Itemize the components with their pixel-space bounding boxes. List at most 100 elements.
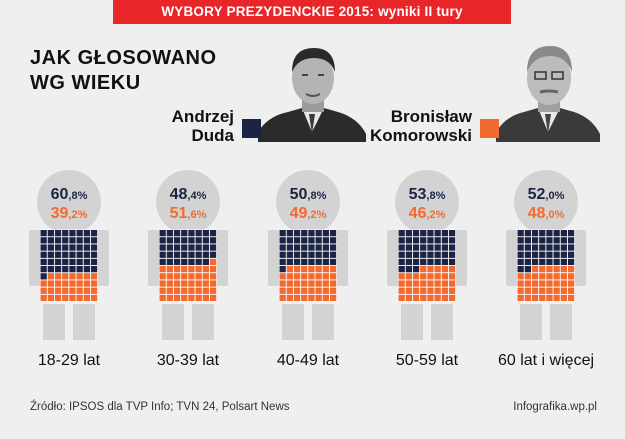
vote-cell-1-7 — [83, 230, 90, 237]
vote-cell-4-32 — [448, 251, 456, 258]
vote-cell-3-68 — [301, 287, 308, 294]
vote-cell-2-17 — [159, 244, 166, 251]
vote-cell-2-31 — [202, 251, 209, 258]
vote-cell-3-50 — [286, 273, 293, 280]
vote-cell-3-32 — [329, 251, 337, 258]
vote-cell-5-56 — [567, 273, 575, 280]
vote-cell-2-62 — [195, 280, 202, 287]
vote-cell-3-56 — [329, 273, 337, 280]
right-leg-5 — [550, 304, 572, 340]
vote-cell-1-21 — [69, 244, 76, 251]
vote-cell-4-56 — [448, 273, 456, 280]
vote-cell-4-35 — [412, 258, 420, 266]
vote-cell-1-71 — [83, 287, 90, 294]
left-leg-5 — [520, 304, 542, 340]
vote-cell-2-45 — [188, 266, 195, 273]
vote-cell-1-60 — [62, 280, 69, 287]
vote-cell-2-22 — [195, 244, 202, 251]
vote-cell-2-36 — [181, 258, 188, 266]
vote-cell-2-69 — [188, 287, 195, 294]
komorowski-name: Bronisław Komorowski — [362, 107, 472, 145]
komorowski-legend-swatch — [480, 119, 499, 138]
vote-cell-4-15 — [441, 237, 448, 244]
vote-cell-2-40 — [209, 258, 217, 266]
vote-cell-1-15 — [83, 237, 90, 244]
vote-cell-2-24 — [209, 244, 217, 251]
vote-cell-1-22 — [76, 244, 83, 251]
vote-cell-5-2 — [524, 230, 531, 237]
vote-cell-4-74 — [405, 294, 412, 302]
vote-cell-4-41 — [398, 266, 405, 273]
vote-cell-2-74 — [166, 294, 173, 302]
vote-cell-4-29 — [427, 251, 434, 258]
left-arm-2 — [148, 230, 159, 286]
vote-cell-4-34 — [405, 258, 412, 266]
vote-cell-1-48 — [90, 266, 98, 273]
vote-cell-2-61 — [188, 280, 195, 287]
vote-cell-3-64 — [329, 280, 337, 287]
vote-cell-1-11 — [54, 237, 62, 244]
vote-cell-5-26 — [524, 251, 531, 258]
vote-cell-5-21 — [546, 244, 553, 251]
vote-cell-5-43 — [531, 266, 539, 273]
age-group-label-1: 18-29 lat — [38, 352, 101, 369]
komorowski-first-name: Bronisław — [390, 107, 472, 126]
vote-cell-3-42 — [286, 266, 293, 273]
vote-cell-3-24 — [329, 244, 337, 251]
vote-cell-5-23 — [560, 244, 567, 251]
vote-cell-4-40 — [448, 258, 456, 266]
right-leg-2 — [192, 304, 214, 340]
vote-cell-4-45 — [427, 266, 434, 273]
vote-cell-4-33 — [398, 258, 405, 266]
vote-cell-1-49 — [40, 273, 47, 280]
vote-cell-2-35 — [173, 258, 181, 266]
vote-cell-4-4 — [420, 230, 427, 237]
komorowski-last-name: Komorowski — [369, 126, 472, 145]
vote-cell-2-59 — [173, 280, 181, 287]
chart-title: JAK GŁOSOWANO WG WIEKU — [30, 46, 250, 96]
vote-cell-1-29 — [69, 251, 76, 258]
vote-cell-2-16 — [209, 237, 217, 244]
vote-cell-4-42 — [405, 266, 412, 273]
vote-cell-5-31 — [560, 251, 567, 258]
vote-cell-2-33 — [159, 258, 166, 266]
vote-cell-3-74 — [286, 294, 293, 302]
vote-cell-2-72 — [209, 287, 217, 294]
vote-cell-3-73 — [279, 294, 286, 302]
vote-cell-3-3 — [293, 230, 301, 237]
vote-cell-1-56 — [90, 273, 98, 280]
vote-cell-3-33 — [279, 258, 286, 266]
vote-cell-2-44 — [181, 266, 188, 273]
vote-cell-2-66 — [166, 287, 173, 294]
vote-cell-5-37 — [546, 258, 553, 266]
vote-cell-1-58 — [47, 280, 54, 287]
vote-cell-2-73 — [159, 294, 166, 302]
vote-cell-1-72 — [90, 287, 98, 294]
vote-cell-4-37 — [427, 258, 434, 266]
vote-cell-5-46 — [553, 266, 560, 273]
vote-cell-2-48 — [209, 266, 217, 273]
vote-cell-2-37 — [188, 258, 195, 266]
vote-cell-5-39 — [560, 258, 567, 266]
vote-cell-4-6 — [434, 230, 441, 237]
head-1 — [37, 170, 101, 234]
vote-cell-1-47 — [83, 266, 90, 273]
vote-cell-5-29 — [546, 251, 553, 258]
duda-percent-label-1: 60,8% — [51, 186, 88, 203]
left-arm-3 — [268, 230, 279, 286]
vote-cell-3-46 — [315, 266, 322, 273]
vote-cell-1-43 — [54, 266, 62, 273]
vote-cell-2-56 — [209, 273, 217, 280]
vote-cell-3-10 — [286, 237, 293, 244]
vote-cell-5-24 — [567, 244, 575, 251]
vote-cell-1-13 — [69, 237, 76, 244]
vote-cell-4-69 — [427, 287, 434, 294]
vote-cell-1-2 — [47, 230, 54, 237]
vote-cell-2-23 — [202, 244, 209, 251]
vote-cell-4-18 — [405, 244, 412, 251]
vote-cell-3-37 — [308, 258, 315, 266]
head-5 — [514, 170, 578, 234]
vote-cell-1-46 — [76, 266, 83, 273]
credit-note: Infografika.wp.pl — [513, 401, 597, 413]
vote-cell-1-70 — [76, 287, 83, 294]
